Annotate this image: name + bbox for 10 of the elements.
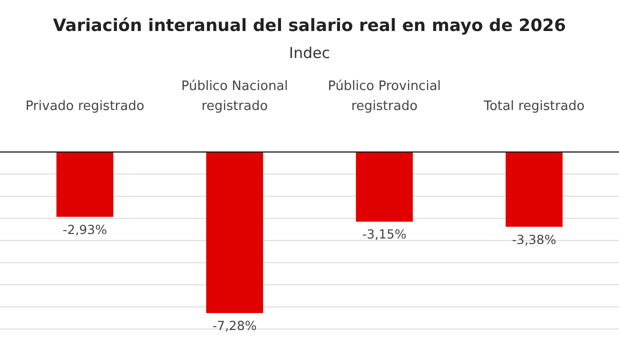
data-label: -7,28% [212,318,257,334]
chart-title: Variación interanual del salario real en mayo de 2026 [53,16,566,36]
x-tick-label: Público Provincial registrado [328,79,441,114]
x-tick-label: Público Nacional registrado [181,79,288,114]
x-tick-label: Total registrado [482,99,585,114]
data-label: -3,38% [512,232,556,247]
data-label: -2,93% [62,222,108,237]
x-tick-label: Privado registrado [25,99,144,114]
data-label: -3,15% [362,226,407,242]
chart-subtitle: Indec [289,44,330,62]
